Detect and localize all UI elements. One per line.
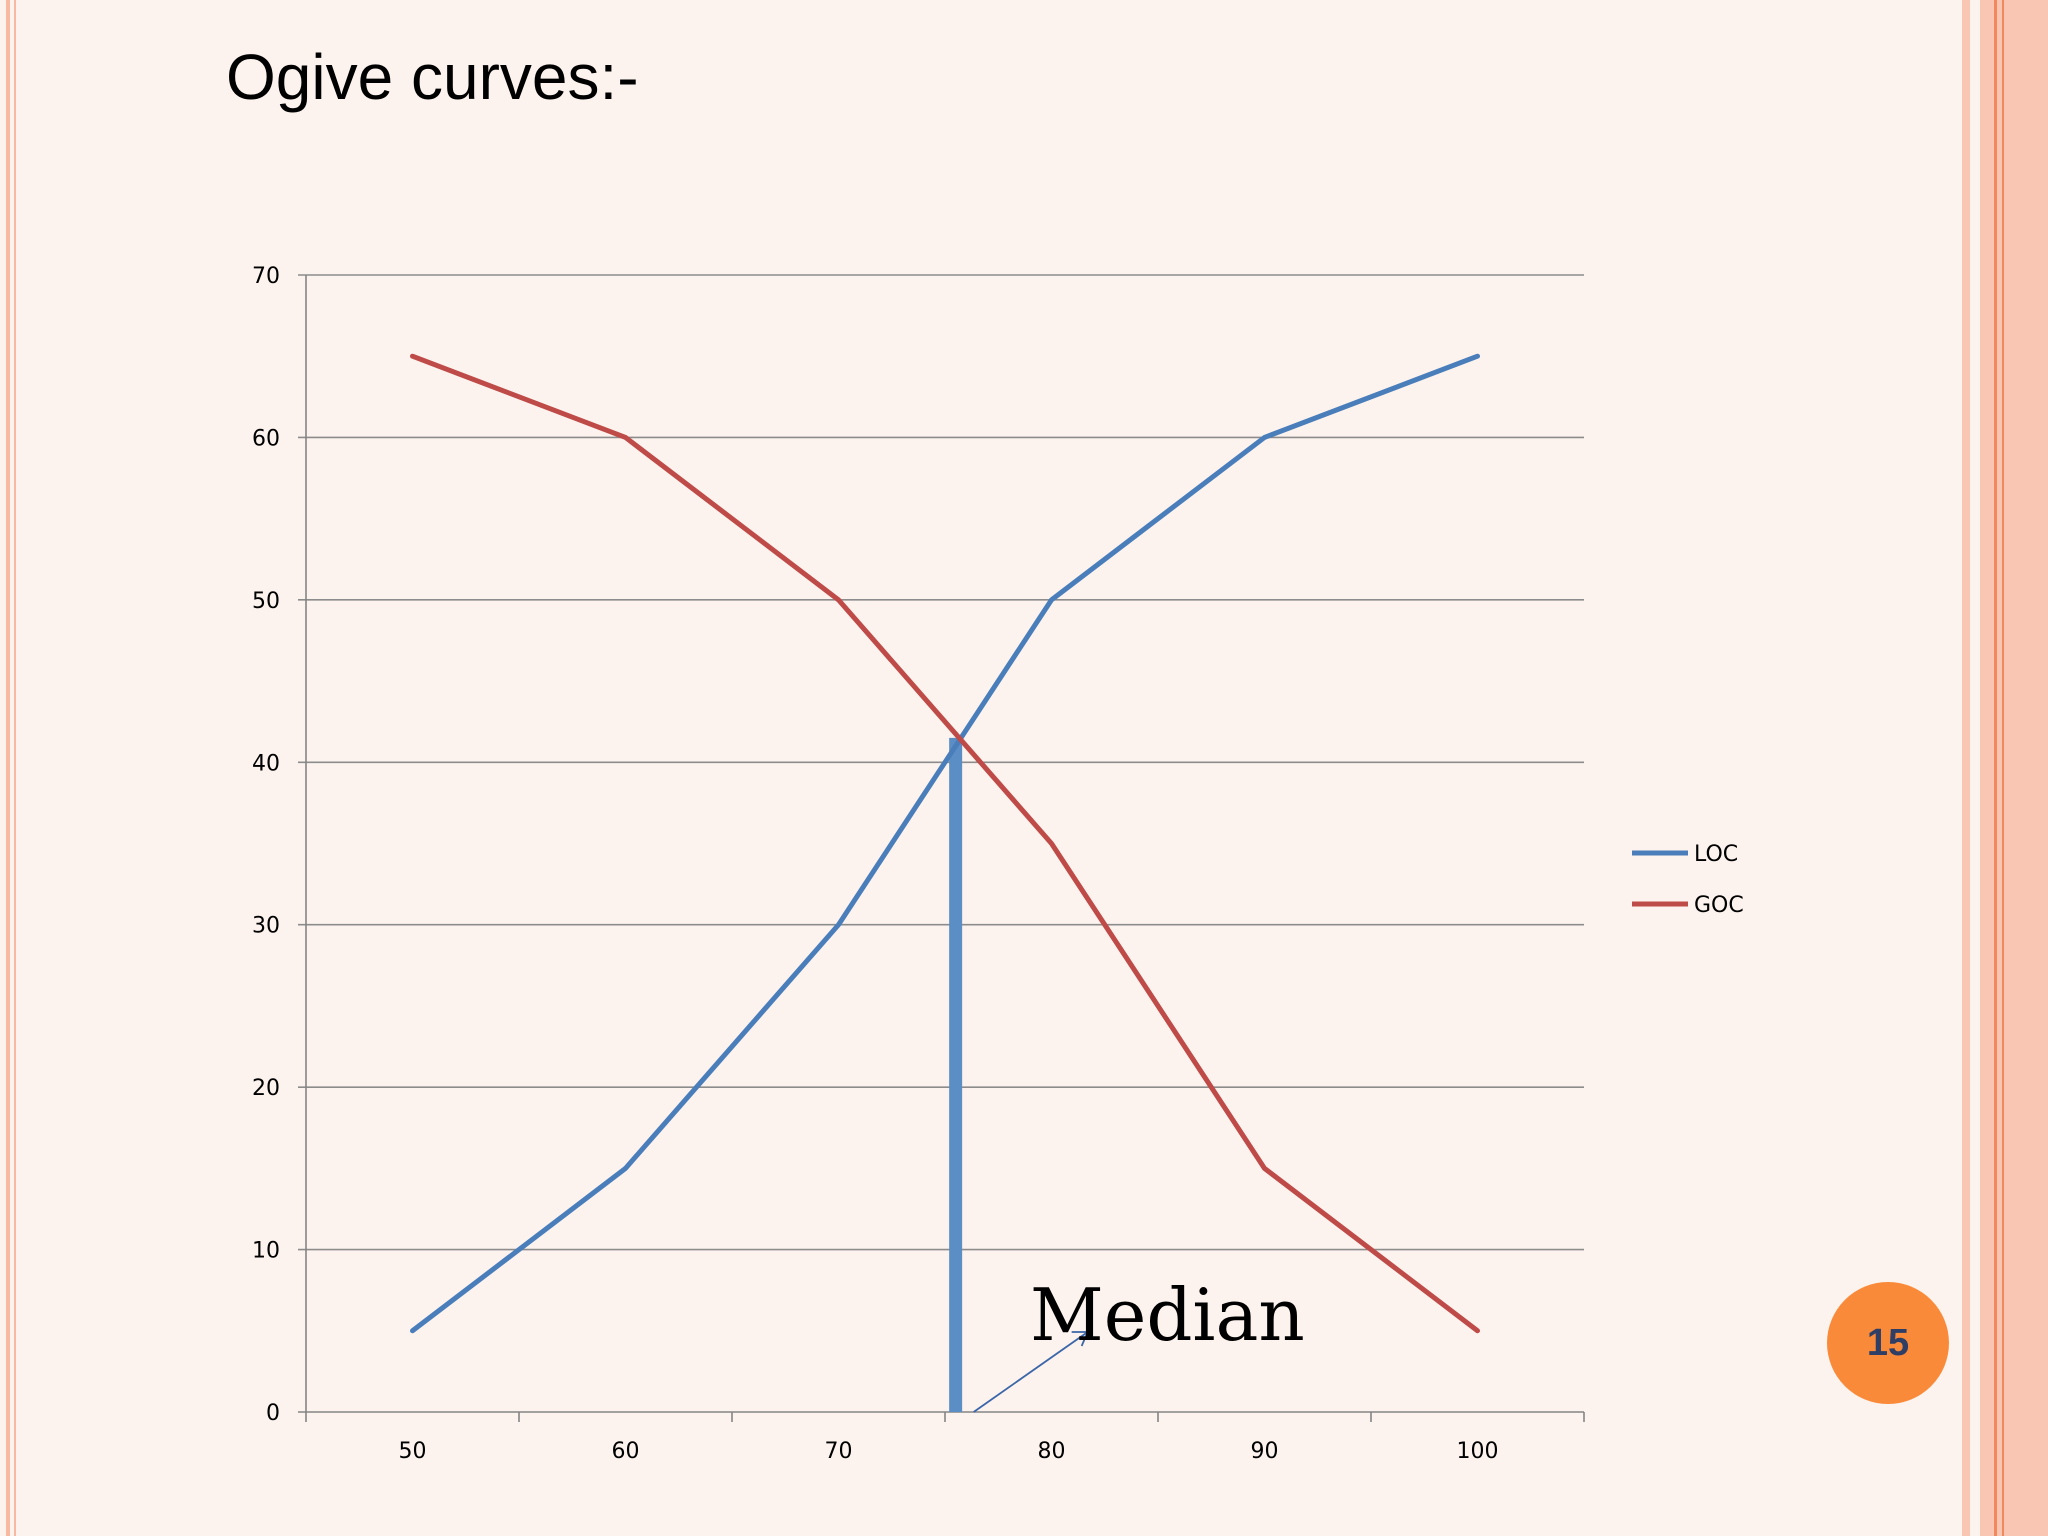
- y-tick-label: 50: [252, 589, 280, 614]
- slide-border-left-outer: [6, 0, 10, 1536]
- legend-label-loc: LOC: [1694, 842, 1738, 867]
- slide-border-right-stripe-1: [1994, 0, 1997, 1536]
- x-tick-label: 60: [612, 1439, 640, 1464]
- median-pointer-line: [973, 1331, 1089, 1413]
- median-pointer-head: [1071, 1331, 1090, 1347]
- y-tick-label: 20: [252, 1076, 280, 1101]
- legend-label-goc: GOC: [1694, 893, 1744, 918]
- x-tick-label: 80: [1038, 1439, 1066, 1464]
- y-tick-label: 40: [252, 751, 280, 776]
- median-label: Median: [1030, 1273, 1305, 1357]
- page-number-badge: 15: [1827, 1282, 1949, 1404]
- y-tick-label: 70: [252, 264, 280, 289]
- y-tick-label: 30: [252, 914, 280, 939]
- slide-title: Ogive curves:-: [226, 41, 639, 113]
- slide-border-right-band: [1980, 0, 2048, 1536]
- page-number: 15: [1866, 1321, 1910, 1364]
- y-tick-label: 60: [252, 426, 280, 451]
- series-line-goc: [410, 353, 1480, 1334]
- y-tick-label: 0: [266, 1401, 280, 1426]
- x-tick-label: 90: [1251, 1439, 1279, 1464]
- y-tick-label: 10: [252, 1239, 280, 1264]
- slide-border-left-inner: [14, 0, 16, 1536]
- x-tick-label: 50: [399, 1439, 427, 1464]
- series-line-loc: [410, 353, 1480, 1334]
- slide-border-right-thin: [1962, 0, 1970, 1536]
- slide-border-right-stripe-2: [2002, 0, 2004, 1536]
- x-tick-label: 100: [1457, 1439, 1499, 1464]
- x-tick-label: 70: [825, 1439, 853, 1464]
